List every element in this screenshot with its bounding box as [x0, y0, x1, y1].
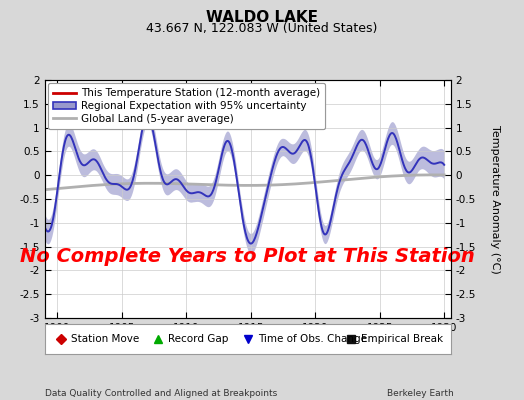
Text: Berkeley Earth: Berkeley Earth	[387, 389, 453, 398]
Text: Data Quality Controlled and Aligned at Breakpoints: Data Quality Controlled and Aligned at B…	[45, 389, 277, 398]
Text: Time of Obs. Change: Time of Obs. Change	[258, 334, 367, 344]
Y-axis label: Temperature Anomaly (°C): Temperature Anomaly (°C)	[490, 125, 500, 273]
Text: Record Gap: Record Gap	[168, 334, 229, 344]
Text: Empirical Break: Empirical Break	[362, 334, 443, 344]
Text: WALDO LAKE: WALDO LAKE	[206, 10, 318, 25]
Legend: This Temperature Station (12-month average), Regional Expectation with 95% uncer: This Temperature Station (12-month avera…	[48, 83, 325, 129]
Text: Station Move: Station Move	[71, 334, 139, 344]
Text: 43.667 N, 122.083 W (United States): 43.667 N, 122.083 W (United States)	[146, 22, 378, 35]
Text: No Complete Years to Plot at This Station: No Complete Years to Plot at This Statio…	[20, 247, 475, 266]
